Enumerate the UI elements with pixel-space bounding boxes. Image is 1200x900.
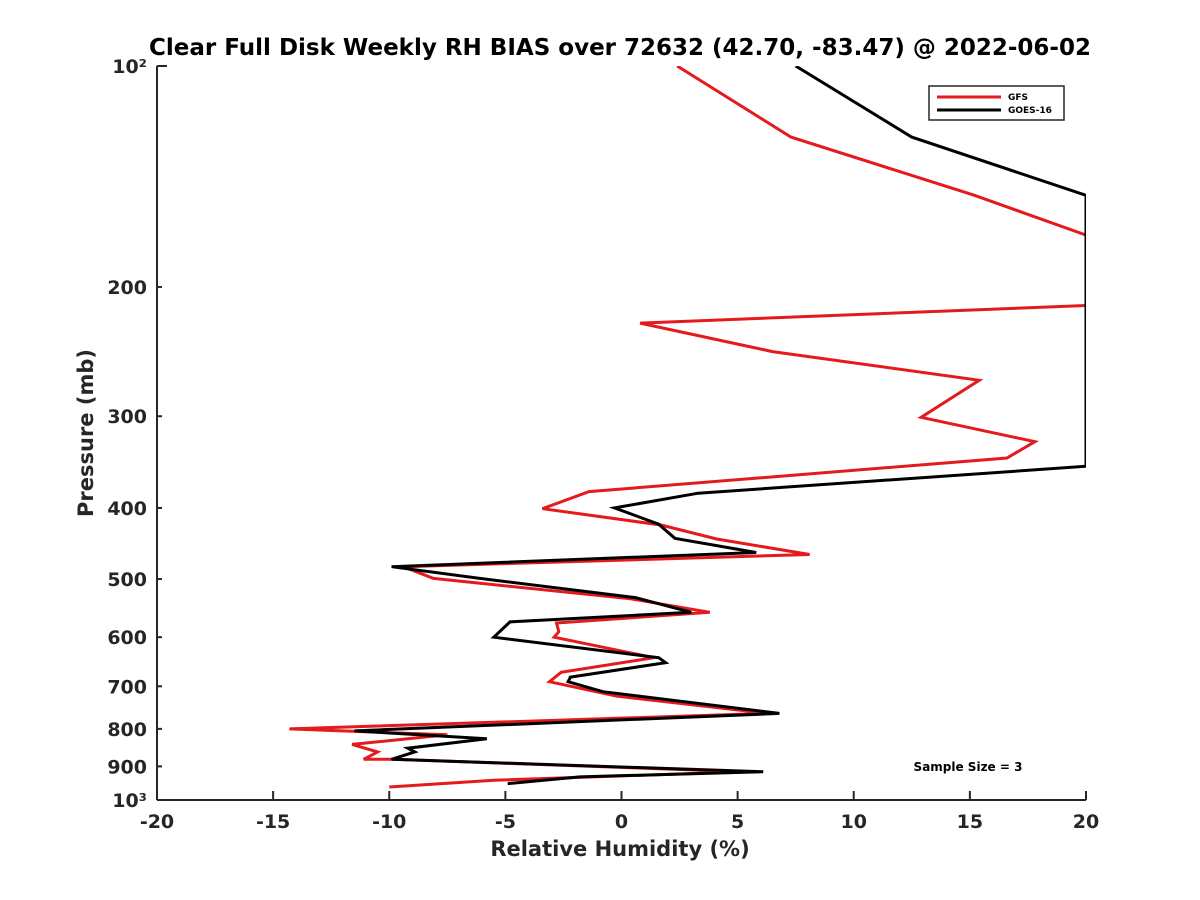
x-tick-label: 20 <box>1073 811 1099 833</box>
x-tick-label: -20 <box>140 811 174 833</box>
y-tick-label: 900 <box>107 756 147 778</box>
x-tick-label: -5 <box>495 811 516 833</box>
series-layer <box>289 66 1086 789</box>
x-tick-label: 0 <box>615 811 628 833</box>
y-tick-label: 700 <box>107 676 147 698</box>
legend-entry-label: GOES-16 <box>1008 106 1052 116</box>
x-tick-label: -10 <box>372 811 406 833</box>
chart-title: Clear Full Disk Weekly RH BIAS over 7263… <box>149 35 1091 61</box>
x-tick-label: 5 <box>731 811 744 833</box>
y-tick-label: 10² <box>112 56 147 78</box>
y-axis-label: Pressure (mb) <box>74 349 98 517</box>
x-axis-label: Relative Humidity (%) <box>490 837 749 861</box>
y-tick-label: 500 <box>107 569 147 591</box>
y-tick-label: 600 <box>107 627 147 649</box>
series-line-gfs <box>289 66 1086 789</box>
y-tick-label: 400 <box>107 498 147 520</box>
y-tick-label: 800 <box>107 719 147 741</box>
legend-entry-label: GFS <box>1008 93 1028 103</box>
x-tick-label: 10 <box>841 811 867 833</box>
sample-size-annotation: Sample Size = 3 <box>914 760 1023 774</box>
y-tick-label: 300 <box>107 406 147 428</box>
legend: GFS GOES-16 <box>928 85 1065 121</box>
series-line-goes-16 <box>354 66 1086 786</box>
x-tick-label: 15 <box>957 811 983 833</box>
axes-layer: -20 -15 -10 -5 0 5 10 15 20 10² 200 300 400 500 600 700… <box>107 56 1099 833</box>
y-tick-label: 10³ <box>112 790 147 812</box>
x-tick-label: -15 <box>256 811 290 833</box>
legend-box <box>928 85 1065 121</box>
y-tick-label: 200 <box>107 277 147 299</box>
